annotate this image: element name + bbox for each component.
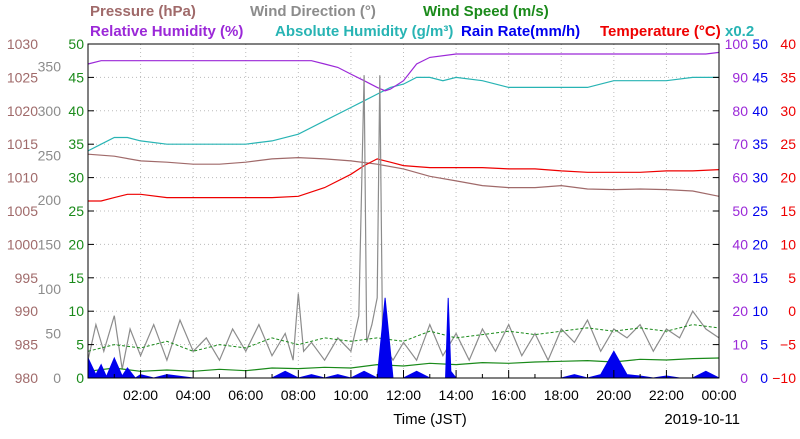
- legend-header-item: Absolute Humidity (g/m³): [275, 23, 453, 40]
- humidity-axis-tick-label: 80: [732, 103, 748, 119]
- pressure-axis-tick-label: 995: [15, 270, 39, 286]
- x-axis-title: Time (JST): [393, 411, 467, 428]
- label-layer: Time (JST) 2019-10-11 Pressure (hPa) Wind D…: [90, 3, 754, 428]
- rain-axis-tick-label: 50: [752, 36, 768, 52]
- wind-direction-axis-tick-label: 100: [38, 281, 62, 297]
- humidity-axis-tick-label: 40: [732, 236, 748, 252]
- wind-speed-axis-tick-label: 0: [76, 370, 84, 386]
- pressure-axis-tick-label: 1005: [7, 203, 38, 219]
- series-absolute-humidity-g-m: [87, 76, 719, 152]
- pressure-axis-tick-label: 1025: [7, 69, 38, 85]
- rain-axis-tick-label: 0: [760, 370, 768, 386]
- rain-axis-tick-label: 5: [760, 337, 768, 353]
- humidity-axis-tick-label: 100: [725, 36, 749, 52]
- pressure-axis-tick-label: 1020: [7, 103, 38, 119]
- x-tick-label: 10:00: [333, 387, 368, 403]
- temperature-axis-tick-label: −10: [772, 370, 796, 386]
- rain-axis-tick-label: 15: [752, 270, 768, 286]
- rain-axis-tick-label: 25: [752, 203, 768, 219]
- wind-speed-axis-tick-label: 10: [68, 303, 84, 319]
- temperature-axis-tick-label: −5: [780, 337, 796, 353]
- pressure-axis-tick-label: 985: [15, 337, 39, 353]
- humidity-axis-tick-label: 60: [732, 170, 748, 186]
- wind-speed-axis-tick-label: 25: [68, 203, 84, 219]
- pressure-axis-tick-label: 1030: [7, 36, 38, 52]
- wind-speed-axis-tick-label: 35: [68, 136, 84, 152]
- rain-axis-tick-label: 20: [752, 236, 768, 252]
- series-temperature-c: [88, 158, 720, 202]
- x-tick-label: 02:00: [123, 387, 158, 403]
- legend-header-item: Pressure (hPa): [90, 3, 196, 20]
- x-tick-label: 16:00: [491, 387, 526, 403]
- x-tick-label: 20:00: [596, 387, 631, 403]
- wind-speed-axis-tick-label: 50: [68, 36, 84, 52]
- humidity-axis-tick-label: 50: [732, 203, 748, 219]
- series-relative-humidity: [87, 51, 720, 92]
- pressure-axis-tick-label: 1000: [7, 236, 38, 252]
- pressure-axis-tick-label: 1010: [7, 170, 38, 186]
- legend-header-item: Rain Rate(mm/h): [461, 23, 580, 40]
- pressure-axis-tick-label: 980: [15, 370, 39, 386]
- wind-direction-axis-tick-label: 200: [38, 192, 62, 208]
- axis-layer: 1030102510201015101010051000995990985980…: [7, 36, 796, 403]
- x-tick-label: 06:00: [228, 387, 263, 403]
- x-tick-label: 08:00: [281, 387, 316, 403]
- rain-axis-tick-label: 35: [752, 136, 768, 152]
- series-wind-direction: [87, 75, 720, 370]
- temperature-axis-tick-label: 35: [780, 69, 796, 85]
- wind-direction-axis-tick-label: 50: [45, 325, 61, 341]
- date-label: 2019-10-11: [664, 411, 740, 428]
- wind-speed-axis-tick-label: 40: [68, 103, 84, 119]
- legend-header-item: Wind Direction (°): [250, 3, 376, 20]
- rain-axis-tick-label: 40: [752, 103, 768, 119]
- temperature-axis-tick-label: 10: [780, 236, 796, 252]
- series-layer: [87, 51, 720, 379]
- temperature-axis-tick-label: 20: [780, 170, 796, 186]
- humidity-axis-tick-label: 30: [732, 270, 748, 286]
- x-tick-label: 00:00: [701, 387, 736, 403]
- legend-header-item: Temperature (°C): [600, 23, 721, 40]
- wind-speed-axis-tick-label: 15: [68, 270, 84, 286]
- humidity-axis-tick-label: 0: [740, 370, 748, 386]
- humidity-axis-tick-label: 90: [732, 69, 748, 85]
- wind-direction-axis-tick-label: 350: [38, 58, 62, 74]
- humidity-axis-tick-label: 10: [732, 337, 748, 353]
- wind-direction-axis-tick-label: 300: [38, 103, 62, 119]
- x-tick-label: 18:00: [544, 387, 579, 403]
- legend-header-item: x0.2: [725, 23, 754, 40]
- rain-axis-tick-label: 10: [752, 303, 768, 319]
- wind-direction-axis-tick-label: 150: [38, 236, 62, 252]
- wind-speed-axis-tick-label: 45: [68, 69, 84, 85]
- temperature-axis-tick-label: 25: [780, 136, 796, 152]
- wind-speed-axis-tick-label: 20: [68, 236, 84, 252]
- temperature-axis-tick-label: 15: [780, 203, 796, 219]
- pressure-axis-tick-label: 990: [15, 303, 39, 319]
- humidity-axis-tick-label: 20: [732, 303, 748, 319]
- temperature-axis-tick-label: 0: [788, 303, 796, 319]
- wind-direction-axis-tick-label: 0: [53, 370, 61, 386]
- rain-axis-tick-label: 30: [752, 170, 768, 186]
- temperature-axis-tick-label: 5: [788, 270, 796, 286]
- legend-header-item: Wind Speed (m/s): [423, 3, 549, 20]
- legend-header-item: Relative Humidity (%): [90, 23, 243, 40]
- rain-axis-tick-label: 45: [752, 69, 768, 85]
- x-tick-label: 12:00: [386, 387, 421, 403]
- temperature-axis-tick-label: 40: [780, 36, 796, 52]
- pressure-axis-tick-label: 1015: [7, 136, 38, 152]
- wind-speed-axis-tick-label: 5: [76, 337, 84, 353]
- wind-direction-axis-tick-label: 250: [38, 147, 62, 163]
- x-tick-label: 14:00: [439, 387, 474, 403]
- series-pressure-hpa: [87, 153, 720, 197]
- humidity-axis-tick-label: 70: [732, 136, 748, 152]
- temperature-axis-tick-label: 30: [780, 103, 796, 119]
- x-tick-label: 04:00: [176, 387, 211, 403]
- x-tick-label: 22:00: [649, 387, 684, 403]
- wind-speed-axis-tick-label: 30: [68, 170, 84, 186]
